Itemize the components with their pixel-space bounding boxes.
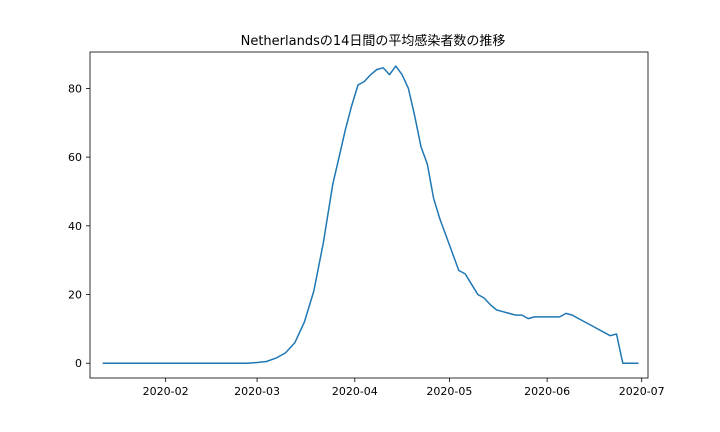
x-tick-label: 2020-05 <box>426 385 472 398</box>
chart-title: Netherlandsの14日間の平均感染者数の推移 <box>241 33 506 49</box>
y-tick-label: 0 <box>75 357 82 370</box>
x-tick-label: 2020-04 <box>332 385 378 398</box>
y-tick-label: 60 <box>68 151 82 164</box>
plot-frame <box>89 51 649 379</box>
x-tick-label: 2020-02 <box>143 385 189 398</box>
plot-area: 2020-02 2020-03 2020-04 2020-05 2020-06 2020-… <box>68 51 665 398</box>
x-axis: 2020-02 2020-03 2020-04 2020-05 2020-06 2020-… <box>143 378 665 398</box>
x-tick-label: 2020-07 <box>619 385 665 398</box>
y-tick-label: 80 <box>68 82 82 95</box>
x-tick-label: 2020-03 <box>234 385 280 398</box>
x-tick-label: 2020-06 <box>524 385 570 398</box>
y-tick-label: 20 <box>68 289 82 302</box>
y-axis: 0 20 40 60 80 <box>68 82 90 370</box>
series-line <box>102 65 639 364</box>
y-tick-label: 40 <box>68 220 82 233</box>
